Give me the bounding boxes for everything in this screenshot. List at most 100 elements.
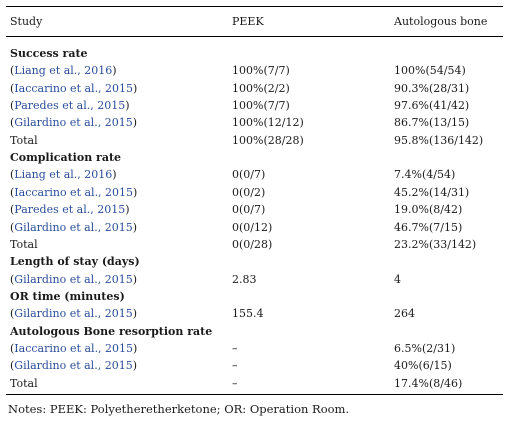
autologous-bone-value: 40%(6/15) [394, 359, 452, 373]
citation-text[interactable]: Gilardino et al., 2015 [14, 272, 133, 286]
peek-value: 100%(12/12) [232, 116, 304, 130]
peek-value: – [232, 376, 238, 390]
autologous-bone-value: 6.5%(2/31) [394, 341, 456, 355]
peek-value: – [232, 341, 238, 355]
section-title: Length of stay (days) [10, 255, 140, 269]
citation-link[interactable]: (Gilardino et al., 2015) [10, 271, 137, 288]
open-paren: ( [10, 185, 15, 199]
open-paren: ( [10, 220, 15, 234]
table-top-rule [6, 6, 503, 7]
section-title: Success rate [10, 47, 88, 60]
table-notes: Notes: PEEK: Polyetheretherketone; OR: O… [8, 402, 350, 416]
section-title-row: OR time (minutes) [6, 288, 503, 305]
close-paren: ) [132, 359, 137, 373]
close-paren: ) [125, 203, 130, 217]
section-title: OR time (minutes) [10, 289, 125, 303]
table-row: (Iaccarino et al., 2015) 100%(2/2) 90.3%(2… [6, 80, 503, 97]
citation-text[interactable]: Iaccarino et al., 2015 [14, 341, 134, 355]
total-label: Total [10, 133, 38, 147]
citation-link[interactable]: (Iaccarino et al., 2015) [10, 184, 137, 201]
citation-link[interactable]: (Gilardino et al., 2015) [10, 114, 137, 131]
citation-link[interactable]: (Iaccarino et al., 2015) [10, 340, 137, 357]
citation-link[interactable]: (Liang et al., 2016) [10, 166, 117, 183]
citation-link[interactable]: (Liang et al., 2016) [10, 62, 117, 79]
table-header-rule [6, 36, 503, 37]
header-peek: PEEK [232, 15, 264, 28]
autologous-bone-value: 4 [394, 272, 401, 286]
header-study: Study [10, 15, 43, 28]
citation-text[interactable]: Gilardino et al., 2015 [14, 220, 133, 234]
close-paren: ) [132, 116, 137, 130]
section-title: Autologous Bone resorption rate [10, 324, 213, 338]
peek-value: 0(0/7) [232, 203, 266, 217]
citation-link[interactable]: (Gilardino et al., 2015) [10, 357, 137, 374]
citation-text[interactable]: Gilardino et al., 2015 [14, 116, 133, 130]
table-row: (Gilardino et al., 2015) 0(0/12) 46.7%(7/1… [6, 219, 503, 236]
citation-text[interactable]: Gilardino et al., 2015 [14, 359, 133, 373]
open-paren: ( [10, 99, 15, 113]
autologous-bone-value: 23.2%(33/142) [394, 237, 477, 251]
section-title-row: Length of stay (days) [6, 253, 503, 270]
autologous-bone-value: 19.0%(8/42) [394, 203, 463, 217]
peek-value: 100%(7/7) [232, 64, 290, 78]
open-paren: ( [10, 307, 15, 321]
header-autologous-bone: Autologous bone [394, 15, 488, 28]
citation-link[interactable]: (Gilardino et al., 2015) [10, 219, 137, 236]
peek-value: 0(0/12) [232, 220, 273, 234]
close-paren: ) [112, 168, 117, 182]
table-row: (Liang et al., 2016) 100%(7/7) 100%(54/54) [6, 62, 503, 79]
peek-value: 2.83 [232, 272, 257, 286]
citation-text[interactable]: Paredes et al., 2015 [14, 203, 126, 217]
table-row: Total – 17.4%(8/46) [6, 375, 503, 392]
citation-text[interactable]: Gilardino et al., 2015 [14, 307, 133, 321]
close-paren: ) [125, 99, 130, 113]
citation-link[interactable]: (Gilardino et al., 2015) [10, 305, 137, 322]
table-row: (Liang et al., 2016) 0(0/7) 7.4%(4/54) [6, 166, 503, 183]
peek-value: – [232, 359, 238, 373]
citation-text[interactable]: Liang et al., 2016 [14, 168, 113, 182]
open-paren: ( [10, 64, 15, 78]
section-title-row: Complication rate [6, 149, 503, 166]
citation-link[interactable]: (Paredes et al., 2015) [10, 97, 130, 114]
citation-text[interactable]: Liang et al., 2016 [14, 64, 113, 78]
table-row: (Gilardino et al., 2015) 100%(12/12) 86.7%… [6, 114, 503, 131]
table-row: (Gilardino et al., 2015) 155.4 264 [6, 305, 503, 322]
close-paren: ) [132, 220, 137, 234]
close-paren: ) [132, 272, 137, 286]
peek-value: 0(0/28) [232, 237, 273, 251]
open-paren: ( [10, 168, 15, 182]
table-bottom-rule [6, 394, 503, 395]
open-paren: ( [10, 341, 15, 355]
peek-value: 100%(2/2) [232, 81, 290, 95]
peek-value: 100%(7/7) [232, 99, 290, 113]
citation-text[interactable]: Iaccarino et al., 2015 [14, 185, 134, 199]
autologous-bone-value: 7.4%(4/54) [394, 168, 456, 182]
close-paren: ) [133, 341, 138, 355]
section-title-row: Autologous Bone resorption rate [6, 323, 503, 340]
autologous-bone-value: 95.8%(136/142) [394, 133, 484, 147]
table-header-row: Study PEEK Autologous bone [6, 13, 503, 30]
autologous-bone-value: 97.6%(41/42) [394, 99, 470, 113]
peek-value: 100%(28/28) [232, 133, 304, 147]
close-paren: ) [133, 81, 138, 95]
autologous-bone-value: 86.7%(13/15) [394, 116, 470, 130]
citation-text[interactable]: Iaccarino et al., 2015 [14, 81, 134, 95]
open-paren: ( [10, 116, 15, 130]
total-label: Total [10, 237, 38, 251]
autologous-bone-value: 90.3%(28/31) [394, 81, 470, 95]
citation-link[interactable]: (Paredes et al., 2015) [10, 201, 130, 218]
open-paren: ( [10, 359, 15, 373]
open-paren: ( [10, 203, 15, 217]
peek-value: 0(0/7) [232, 168, 266, 182]
autologous-bone-value: 17.4%(8/46) [394, 376, 463, 390]
section-title-row: Success rate [6, 45, 503, 62]
table-row: Total 0(0/28) 23.2%(33/142) [6, 236, 503, 253]
table-row: (Gilardino et al., 2015) 2.83 4 [6, 271, 503, 288]
close-paren: ) [112, 64, 117, 78]
close-paren: ) [133, 185, 138, 199]
citation-text[interactable]: Paredes et al., 2015 [14, 99, 126, 113]
section-title: Complication rate [10, 151, 122, 165]
table-row: Total 100%(28/28) 95.8%(136/142) [6, 132, 503, 149]
citation-link[interactable]: (Iaccarino et al., 2015) [10, 80, 137, 97]
total-label: Total [10, 376, 38, 390]
